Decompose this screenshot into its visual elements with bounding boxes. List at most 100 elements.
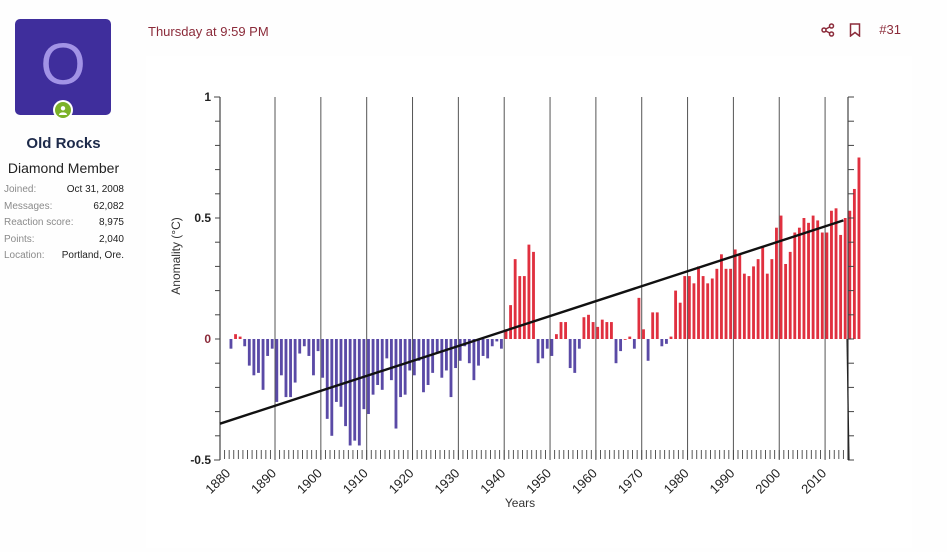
bar-1936: [486, 339, 490, 359]
bar-1995: [756, 259, 760, 339]
bar-1977: [674, 290, 678, 339]
bar-1991: [738, 254, 742, 339]
bar-1895: [298, 339, 302, 354]
stat-value: Portland, Ore.: [61, 250, 124, 261]
bar-1968: [632, 339, 636, 349]
username[interactable]: Old Rocks: [26, 135, 101, 152]
bar-1922: [422, 339, 425, 393]
bar-1962: [605, 322, 609, 339]
stat-location: Location: Portland, Ore.: [4, 248, 124, 265]
bar-1921: [417, 339, 421, 361]
bar-1958: [587, 314, 590, 339]
stat-label: Reaction score:: [4, 217, 74, 228]
bar-1986: [715, 268, 719, 339]
bar-1964: [614, 339, 618, 364]
avatar[interactable]: O: [15, 19, 111, 115]
stat-label: Location:: [4, 250, 45, 261]
x-tick-label: 2010: [798, 466, 829, 497]
bar-1930: [458, 339, 462, 361]
x-tick-label: 1880: [202, 466, 233, 497]
bar-1949: [545, 339, 549, 349]
bar-2004: [797, 227, 801, 339]
post-date[interactable]: Thursday at 9:59 PM: [148, 24, 269, 39]
stat-value: Oct 31, 2008: [66, 184, 124, 195]
bar-1886: [257, 339, 260, 373]
bar-2008: [816, 220, 820, 339]
stat-value: 8,975: [98, 217, 124, 228]
y-tick-label: 0: [204, 332, 211, 346]
user-stats: Joined: Oct 31, 2008 Messages: 62,082 Reac…: [4, 182, 124, 265]
bars: [229, 157, 861, 446]
trendline: [219, 219, 844, 425]
bar-1931: [463, 339, 467, 347]
bar-1975: [665, 339, 668, 344]
bookmark-button[interactable]: [849, 22, 861, 37]
x-tick-label: 1940: [477, 466, 508, 497]
bar-1955: [573, 339, 577, 373]
bar-1887: [261, 339, 265, 390]
bar-1914: [385, 339, 389, 359]
bar-1918: [403, 339, 407, 395]
bar-1945: [527, 244, 531, 339]
bar-1889: [270, 339, 274, 349]
bar-1884: [247, 339, 251, 366]
bar-1992: [742, 273, 746, 339]
bar-1971: [646, 339, 650, 361]
x-tick-label: 1950: [523, 466, 554, 497]
bar-1935: [481, 339, 485, 356]
user-title: Diamond Member: [7, 160, 120, 176]
share-button[interactable]: [821, 22, 835, 37]
bar-2006: [807, 222, 810, 339]
bar-1916: [394, 339, 398, 429]
bar-1901: [325, 339, 329, 419]
bar-1948: [541, 339, 545, 359]
stat-value: 2,040: [98, 233, 124, 245]
bar-1969: [637, 297, 641, 339]
bar-1980: [687, 276, 691, 339]
bar-1997: [765, 273, 769, 339]
x-tick-label: 1990: [706, 466, 737, 497]
x-tick-label: 1890: [248, 466, 279, 497]
stat-joined: Joined: Oct 31, 2008: [4, 182, 124, 199]
stat-value: 62,082: [93, 200, 124, 212]
bar-1941: [509, 305, 513, 339]
bar-1979: [683, 276, 687, 339]
bar-1934: [477, 339, 480, 366]
bar-2013: [839, 234, 843, 339]
bar-1926: [440, 339, 444, 378]
bar-1885: [252, 339, 256, 376]
avatar-letter: O: [40, 32, 86, 97]
bar-1984: [706, 283, 710, 339]
bar-1919: [408, 339, 412, 371]
post-number-link[interactable]: #31: [879, 22, 901, 37]
bar-1974: [660, 339, 664, 347]
bar-1988: [724, 268, 728, 339]
bar-1909: [362, 339, 366, 410]
bar-1927: [444, 339, 448, 371]
bar-1911: [371, 339, 375, 395]
bar-1907: [353, 339, 357, 441]
bar-1929: [454, 339, 457, 369]
bar-2014: [843, 218, 847, 339]
bar-1893: [289, 339, 292, 398]
x-axis-label: Years: [505, 496, 535, 510]
bar-1880: [229, 339, 233, 349]
stat-label: Points:: [4, 233, 35, 245]
bar-2003: [793, 232, 797, 339]
bar-1954: [568, 339, 572, 369]
bar-1999: [775, 227, 778, 339]
bar-1944: [522, 276, 526, 339]
x-tick-label: 1910: [340, 466, 371, 497]
bar-1993: [747, 276, 751, 339]
bar-1950: [550, 339, 554, 356]
user-online-icon: [55, 102, 71, 118]
bar-1976: [669, 336, 673, 339]
bar-1987: [720, 254, 723, 339]
bar-1953: [564, 322, 568, 339]
bar-1942: [513, 259, 517, 339]
post-actions: #31: [821, 22, 901, 37]
bar-1883: [243, 339, 247, 347]
bar-1951: [554, 334, 558, 339]
stat-points: Points: 2,040: [4, 232, 124, 249]
bar-1970: [642, 329, 645, 339]
